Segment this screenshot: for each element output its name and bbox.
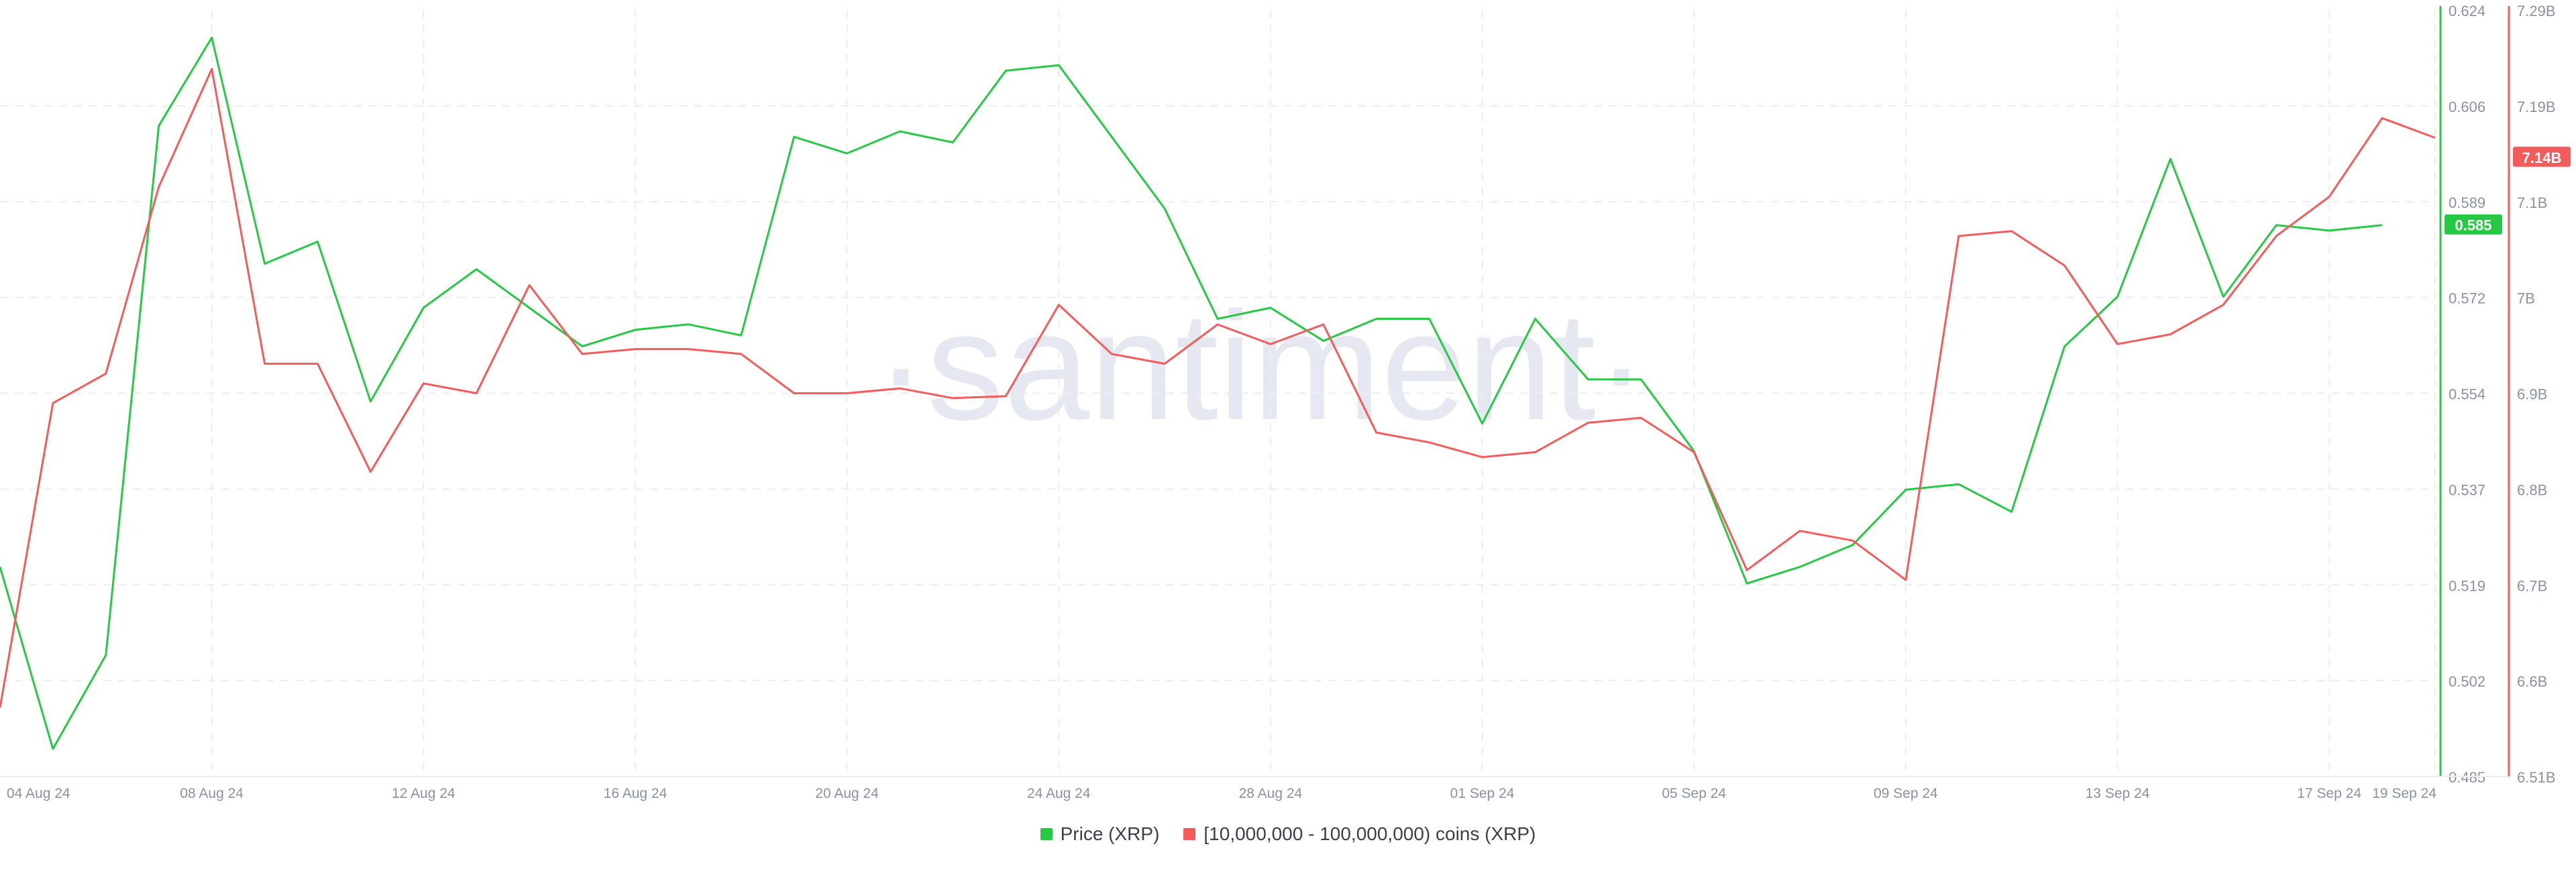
left-axis-tick-label: 0.502 bbox=[2449, 673, 2485, 690]
price-last-value-badge-bg bbox=[2445, 214, 2502, 235]
x-axis-tick-label: 04 Aug 24 bbox=[7, 786, 70, 801]
holders-line bbox=[0, 68, 2436, 708]
legend-item-price[interactable]: Price (XRP) bbox=[1040, 823, 1160, 845]
x-axis-tick-label: 24 Aug 24 bbox=[1027, 786, 1091, 801]
right-axis-tick-label: 7.29B bbox=[2517, 3, 2556, 19]
price-line bbox=[0, 36, 2383, 750]
right-axis-tick-label: 6.8B bbox=[2517, 481, 2547, 498]
left-axis-tick-label: 0.519 bbox=[2449, 577, 2485, 594]
x-axis-tick-label: 01 Sep 24 bbox=[1450, 786, 1515, 801]
x-axis-tick-label: 17 Sep 24 bbox=[2297, 786, 2361, 801]
watermark-logo: ·santiment· bbox=[875, 280, 1647, 452]
right-axis-tick-label: 6.9B bbox=[2517, 386, 2547, 403]
x-axis-tick-label: 20 Aug 24 bbox=[815, 786, 879, 801]
grid-lines bbox=[0, 10, 2436, 776]
right-axis-tick-label: 6.7B bbox=[2517, 577, 2547, 594]
x-axis-tick-label: 08 Aug 24 bbox=[180, 786, 244, 801]
series-lines bbox=[0, 36, 2436, 750]
legend-swatch-holders bbox=[1183, 828, 1196, 840]
left-axis-tick-label: 0.624 bbox=[2449, 3, 2485, 19]
right-axis-tick-label: 7.19B bbox=[2517, 99, 2556, 115]
left-axis-tick-label: 0.572 bbox=[2449, 290, 2485, 307]
chart-legend: Price (XRP) [10,000,000 - 100,000,000) c… bbox=[0, 823, 2576, 845]
right-axis-tick-label: 6.51B bbox=[2517, 769, 2556, 786]
x-axis-tick-label: 12 Aug 24 bbox=[392, 786, 455, 801]
left-axis-tick-label: 0.554 bbox=[2449, 386, 2485, 403]
legend-label-price: Price (XRP) bbox=[1060, 823, 1160, 844]
x-axis-tick-label: 09 Sep 24 bbox=[1874, 786, 1938, 801]
left-axis-tick-label: 0.606 bbox=[2449, 99, 2485, 115]
holders-last-value-badge-bg bbox=[2513, 146, 2571, 167]
axes: 0.624 0.606 0.589 0.572 0.554 0.537 0.519 0.502… bbox=[0, 3, 2556, 801]
right-axis-tick-label: 7.1B bbox=[2517, 194, 2547, 211]
left-axis-tick-label: 0.485 bbox=[2449, 769, 2485, 786]
left-axis-tick-label: 0.589 bbox=[2449, 194, 2485, 211]
legend-swatch-price bbox=[1040, 828, 1053, 840]
left-axis-tick-label: 0.537 bbox=[2449, 481, 2485, 498]
price-last-value-badge-label: 0.585 bbox=[2455, 217, 2491, 234]
last-value-badges: 0.585 7.14B bbox=[2445, 146, 2571, 235]
right-axis-tick-label: 6.6B bbox=[2517, 673, 2547, 690]
x-axis-tick-label: 13 Sep 24 bbox=[2086, 786, 2150, 801]
x-axis-tick-label: 16 Aug 24 bbox=[604, 786, 667, 801]
holders-last-value-badge-label: 7.14B bbox=[2522, 150, 2562, 166]
legend-item-holders[interactable]: [10,000,000 - 100,000,000) coins (XRP) bbox=[1183, 823, 1536, 845]
legend-label-holders: [10,000,000 - 100,000,000) coins (XRP) bbox=[1203, 823, 1536, 844]
x-axis-tick-label: 28 Aug 24 bbox=[1239, 786, 1303, 801]
x-axis-tick-label: 05 Sep 24 bbox=[1662, 786, 1726, 801]
x-axis-tick-label: 19 Sep 24 bbox=[2372, 786, 2436, 801]
right-axis-tick-label: 7B bbox=[2517, 290, 2535, 307]
